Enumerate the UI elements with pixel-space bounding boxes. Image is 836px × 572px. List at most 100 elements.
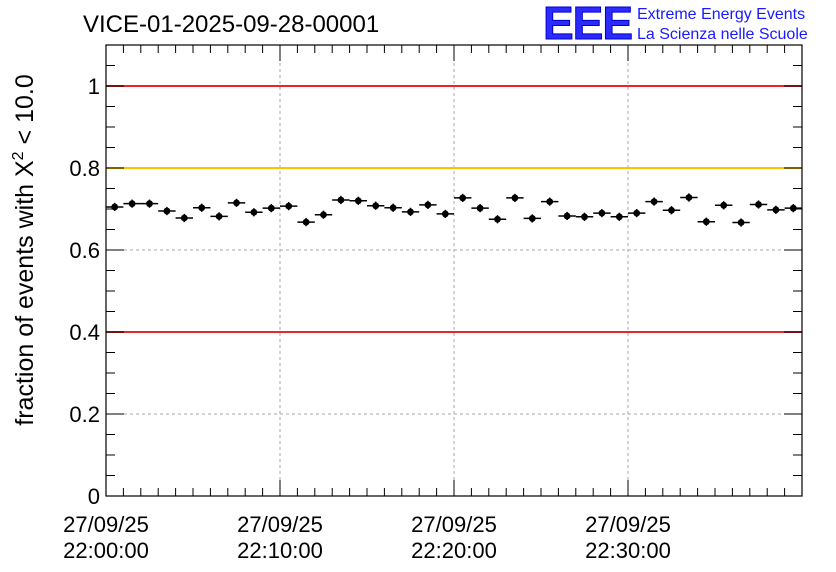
data-point [140,199,159,208]
data-point [767,205,785,214]
chart-title: VICE-01-2025-09-28-00001 [83,11,379,38]
y-tick-label: 0.8 [69,156,100,181]
y-axis-title-prefix: fraction of events with X [11,160,39,426]
data-point-marker [354,197,362,205]
data-point-marker [476,204,484,212]
y-tick-label: 1 [88,74,100,99]
data-point [106,202,124,212]
x-tick-label-time: 22:00:00 [63,538,149,563]
y-axis-ticks: 0 0.2 0.4 0.6 0.8 1 [69,44,802,509]
grid-layer [106,45,802,496]
data-point [227,198,246,207]
data-point-marker [755,201,762,208]
data-point [349,196,367,205]
x-tick-label-date: 27/09/25 [585,512,671,537]
data-point [123,199,141,208]
data-point-marker [441,210,449,218]
data-point [645,197,663,206]
data-point [506,193,524,203]
data-point [262,204,280,213]
data-point [210,212,228,221]
eee-logo-line1: Extreme Energy Events [637,6,805,23]
data-point-marker [302,218,310,226]
data-point [610,212,628,221]
data-point-marker [598,209,606,217]
data-point-marker [563,212,571,220]
reference-lines [106,85,802,333]
data-point [488,215,507,224]
x-tick-label-time: 22:20:00 [411,538,497,563]
data-point-marker [668,206,675,214]
data-point-marker [546,198,554,206]
data-point-marker [702,218,710,226]
data-point [158,206,176,216]
data-point [697,217,715,226]
data-point-marker [337,196,345,204]
data-point [175,213,193,223]
data-point-marker [511,194,519,202]
data-point [715,201,733,210]
data-point [749,200,768,209]
data-point [558,211,576,221]
data-point-marker [146,200,153,208]
data-point [784,204,802,213]
data-point [541,197,559,206]
data-point [454,193,472,203]
data-point-marker [320,211,327,219]
data-point [245,208,263,217]
data-point-marker [389,204,397,212]
data-points [106,193,802,227]
y-tick-label: 0.6 [69,238,100,263]
data-point [401,207,420,216]
data-point-marker [407,208,414,216]
y-tick-label: 0 [88,484,100,509]
y-axis-title-suffix: < 10.0 [11,74,39,151]
data-point-marker [737,219,745,226]
data-point-marker [285,202,293,210]
data-point-marker [772,206,780,214]
data-point-marker [250,208,258,216]
data-point-marker [267,204,275,212]
data-point-marker [233,199,240,207]
data-point [471,204,489,213]
data-point-marker [372,202,380,210]
data-point-marker [215,212,223,220]
data-point-marker [650,198,658,206]
x-tick-label-time: 22:30:00 [585,538,671,563]
data-point [575,212,594,221]
data-point [732,218,750,227]
data-point-marker [720,201,728,209]
data-point-marker [163,207,171,215]
data-point-marker [459,194,467,202]
data-point-marker [128,200,136,208]
data-point-marker [198,204,206,212]
data-point-marker [685,194,693,201]
eee-logo-mark: EEE [543,0,632,49]
data-point [419,200,437,209]
data-point [593,209,611,218]
data-point [628,209,646,218]
y-axis-title-superscript: 2 [10,151,27,160]
y-axis-title: fraction of events with X2 < 10.0 [10,74,39,425]
data-point-marker [581,213,588,221]
x-tick-label-date: 27/09/25 [411,512,497,537]
eee-logo: EEE Extreme Energy Events La Scienza nel… [543,0,808,50]
data-point [280,202,298,211]
data-point-marker [180,214,188,222]
data-point-marker [633,209,641,217]
data-point [384,203,402,212]
x-tick-label-date: 27/09/25 [63,512,149,537]
data-point-marker [789,204,797,212]
data-point [314,210,333,219]
y-tick-label: 0.2 [69,402,100,427]
y-tick-label: 0.4 [69,320,100,345]
data-point [297,218,315,227]
data-point [436,209,454,219]
data-point [367,201,385,210]
x-axis-ticks: 27/09/2522:00:0027/09/2522:10:0027/09/25… [63,45,803,563]
data-point-marker [494,215,501,223]
data-point-marker [615,213,623,221]
data-point-marker [528,215,536,222]
eee-logo-line2: La Scienza nelle Scuole [637,26,808,43]
